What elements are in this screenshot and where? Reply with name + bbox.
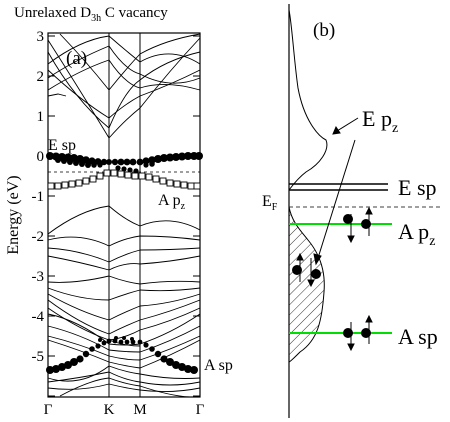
a-sp-band-markers [46, 336, 198, 374]
e-pz-pointer-arrows [313, 117, 359, 266]
electron [343, 328, 353, 338]
dos-curve-epz [288, 9, 328, 191]
x-tick-label: M [133, 402, 146, 418]
y-tick-label: 0 [37, 149, 45, 165]
e-sp-label-b: E sp [398, 175, 437, 200]
band-lines [47, 33, 201, 398]
a-sp-label-b: A sp [398, 324, 438, 349]
y-tick-label: -5 [32, 349, 45, 365]
y-axis-label: Energy (eV) [5, 175, 22, 254]
x-tick-label: K [104, 402, 115, 418]
dos-filled-hatched [288, 206, 325, 363]
a-pz-label-a: A pz [158, 192, 186, 212]
a-pz-band-markers [47, 169, 201, 190]
electron [343, 214, 353, 224]
electron [361, 328, 371, 338]
y-tick-label: 2 [37, 69, 45, 85]
electron [292, 265, 302, 275]
a-sp-label-a: A sp [204, 357, 233, 374]
y-tick-label: -1 [32, 189, 45, 205]
electron [361, 219, 371, 229]
fermi-label: EF [262, 193, 278, 213]
x-tick-label: Γ [44, 402, 53, 418]
y-tick-label: -3 [32, 269, 45, 285]
y-tick-label: -4 [32, 309, 45, 325]
e-sp-label-a: E sp [48, 137, 76, 154]
panel-a-tag: (a) [66, 48, 87, 69]
electron [311, 269, 321, 279]
y-tick-label: 3 [37, 29, 45, 45]
y-tick-label: 1 [37, 109, 45, 125]
a-pz-label-b: A pz [398, 219, 435, 249]
band-plot-frame [47, 32, 201, 398]
e-pz-label-b: E pz [362, 106, 398, 136]
x-tick-label: Γ [196, 402, 205, 418]
y-tick-label: -2 [32, 229, 45, 245]
panel-a-title: Unrelaxed D3h C vacancy [14, 5, 168, 24]
panel-b-tag: (b) [313, 20, 335, 41]
e-sp-band-markers [46, 152, 203, 174]
electron-spins [292, 206, 373, 352]
